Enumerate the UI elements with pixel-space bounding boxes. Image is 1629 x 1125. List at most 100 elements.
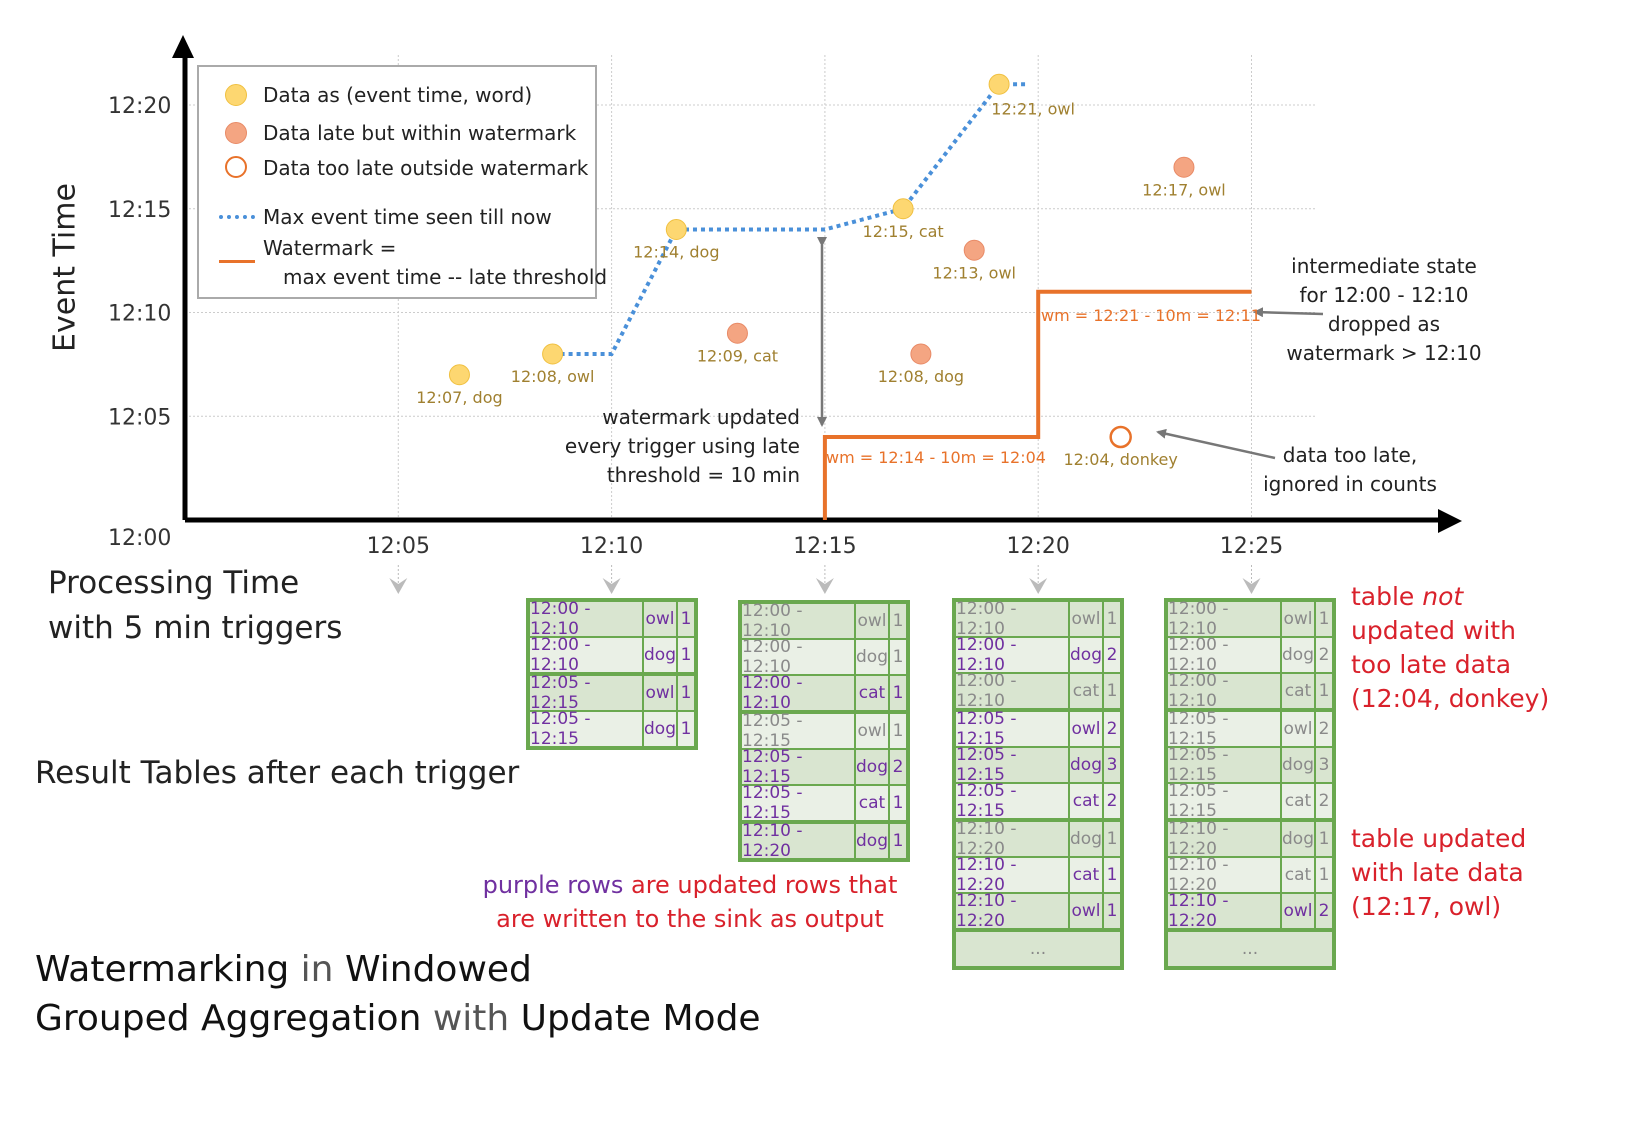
title-word: Watermarking <box>35 949 290 990</box>
watermark-line-icon <box>219 260 255 263</box>
window-cell: 12:10 - 12:20 <box>1168 819 1280 859</box>
word-cell: owl <box>1282 712 1314 746</box>
table-row: 12:10 - 12:20 dog 1 <box>742 821 906 861</box>
data-point-label: 12:09, cat <box>697 346 778 365</box>
word-cell: dog <box>1070 638 1102 672</box>
note-line: (12:17, owl) <box>1351 892 1502 921</box>
title-word: Grouped Aggregation <box>35 998 422 1039</box>
data-point-data <box>542 343 564 365</box>
note-line: data too late, <box>1282 443 1418 467</box>
note-line: updated with <box>1351 616 1516 645</box>
table-row: 12:10 - 12:20 cat 1 <box>1168 855 1332 895</box>
word-cell: owl <box>644 676 676 710</box>
data-point-late <box>1173 156 1195 178</box>
trigger-arrow-icon <box>389 578 408 594</box>
window-cell: 12:05 - 12:15 <box>742 711 854 751</box>
too-late-marker-icon <box>225 156 247 178</box>
table-row: 12:00 - 12:10 dog 1 <box>530 635 694 675</box>
table-row: 12:05 - 12:15 owl 2 <box>956 709 1120 749</box>
title-line: Watermarking in Windowed <box>35 945 761 994</box>
table-row: 12:00 - 12:10 cat 1 <box>742 673 906 713</box>
late-marker-icon <box>225 122 247 144</box>
more-rows-cell: ... <box>1168 932 1332 966</box>
data-point-late <box>910 343 932 365</box>
legend-max: Max event time seen till now <box>263 205 552 229</box>
note-line: threshold = 10 min <box>606 463 800 487</box>
data-point-late <box>963 239 985 261</box>
table-row: 12:00 - 12:10 dog 1 <box>742 637 906 677</box>
count-cell: 2 <box>1104 784 1120 818</box>
word-cell: dog <box>856 640 888 674</box>
table-row: 12:05 - 12:15 owl 1 <box>742 711 906 751</box>
note-line: watermark updated <box>602 405 800 429</box>
count-cell: 1 <box>1104 894 1120 928</box>
word-cell: dog <box>1070 822 1102 856</box>
note-line: purple rows are updated rows that <box>480 868 900 902</box>
x-axis-arrow-icon <box>1438 509 1462 533</box>
window-cell: 12:05 - 12:15 <box>956 709 1068 749</box>
table-row: 12:00 - 12:10 cat 1 <box>956 671 1120 711</box>
table-row: 12:05 - 12:15 cat 2 <box>1168 781 1332 821</box>
note-line: with late data <box>1351 858 1524 887</box>
result-table-12:25: 12:00 - 12:10 owl 1 12:00 - 12:10 dog 2 12:00 … <box>1164 598 1336 970</box>
y-tick-label: 12:00 <box>108 526 171 551</box>
note-emphasis: not <box>1422 582 1464 611</box>
data-point-label: 12:13, owl <box>932 263 1016 282</box>
window-cell: 12:00 - 12:10 <box>742 673 854 713</box>
note-line: for 12:00 - 12:10 <box>1299 283 1469 307</box>
window-cell: 12:05 - 12:15 <box>742 747 854 787</box>
result-tables-label: Result Tables after each trigger <box>35 755 520 791</box>
word-cell: cat <box>1282 674 1314 708</box>
word-cell: owl <box>856 604 888 638</box>
result-table-12:10: 12:00 - 12:10 owl 1 12:00 - 12:10 dog 1 12:05 … <box>526 598 698 750</box>
updated-note: table updated with late data (12:17, owl… <box>1351 822 1526 924</box>
trigger-arrow-icon <box>1242 578 1261 594</box>
table-row: 12:05 - 12:15 owl 2 <box>1168 709 1332 749</box>
count-cell: 1 <box>1316 602 1332 636</box>
data-point-label: 12:04, donkey <box>1063 450 1177 469</box>
window-cell: 12:00 - 12:10 <box>956 635 1068 675</box>
count-cell: 2 <box>1316 638 1332 672</box>
note-line: intermediate state <box>1291 254 1477 278</box>
word-cell: owl <box>1070 602 1102 636</box>
y-axis-arrow-icon <box>172 35 194 58</box>
window-cell: 12:05 - 12:15 <box>1168 745 1280 785</box>
window-cell: 12:00 - 12:10 <box>1168 635 1280 675</box>
note-purple: purple rows <box>482 871 624 899</box>
table-row: 12:05 - 12:15 dog 3 <box>1168 745 1332 785</box>
table-row: 12:05 - 12:15 cat 2 <box>956 781 1120 821</box>
table-row: 12:05 - 12:15 owl 1 <box>530 673 694 713</box>
x-tick-label: 12:15 <box>793 534 856 559</box>
count-cell: 1 <box>890 604 906 638</box>
word-cell: dog <box>644 712 676 746</box>
count-cell: 1 <box>890 786 906 820</box>
word-cell: owl <box>1070 712 1102 746</box>
x-tick-label: 12:05 <box>367 534 430 559</box>
title-word: with <box>421 998 521 1039</box>
data-point-label: 12:08, owl <box>511 367 595 386</box>
table-row: 12:00 - 12:10 owl 1 <box>742 601 906 641</box>
table-row: 12:05 - 12:15 cat 1 <box>742 783 906 823</box>
x-tick-label: 12:20 <box>1006 534 1069 559</box>
window-cell: 12:00 - 12:10 <box>956 671 1068 711</box>
count-cell: 1 <box>678 638 694 672</box>
y-tick-label: 12:20 <box>108 94 171 119</box>
word-cell: cat <box>1070 784 1102 818</box>
count-cell: 1 <box>1104 858 1120 892</box>
word-cell: dog <box>1070 748 1102 782</box>
trigger-arrow-icon <box>815 578 834 594</box>
data-point-label: 12:15, cat <box>863 222 944 241</box>
too-late-arrow <box>1156 428 1276 460</box>
word-cell: cat <box>1070 858 1102 892</box>
count-cell: 1 <box>1316 822 1332 856</box>
count-cell: 2 <box>1104 638 1120 672</box>
table-row: 12:10 - 12:20 owl 1 <box>956 891 1120 931</box>
table-row: 12:05 - 12:15 dog 2 <box>742 747 906 787</box>
data-point-label: 12:08, dog <box>878 367 964 386</box>
table-row: 12:00 - 12:10 owl 1 <box>1168 599 1332 639</box>
count-cell: 1 <box>1104 602 1120 636</box>
data-point-label: 12:07, dog <box>416 388 502 407</box>
window-cell: 12:05 - 12:15 <box>956 781 1068 821</box>
window-cell: 12:05 - 12:15 <box>1168 781 1280 821</box>
word-cell: cat <box>856 676 888 710</box>
